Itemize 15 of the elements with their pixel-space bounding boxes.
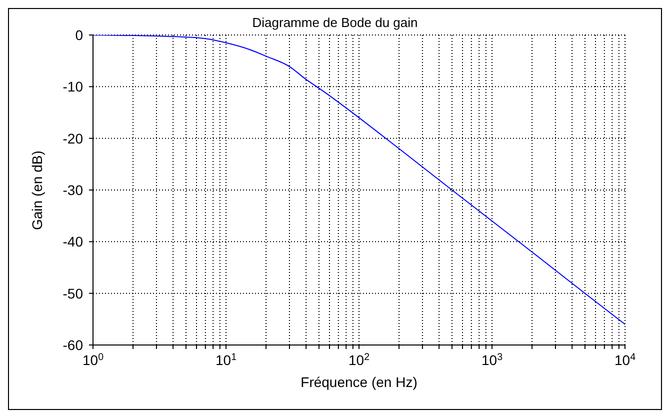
chart-title: Diagramme de Bode du gain: [252, 15, 418, 30]
y-tick-label: -20: [62, 130, 84, 146]
y-tick-label: -60: [62, 337, 84, 353]
y-tick-label: -10: [62, 78, 84, 95]
y-tick-label: -30: [62, 182, 84, 198]
x-tick-label: 10$^{2}$: [348, 352, 370, 368]
x-tick-label: 10$^{4}$: [614, 352, 636, 368]
y-tick-label: -40: [62, 234, 84, 250]
x-tick-label: 10$^{0}$: [82, 352, 104, 368]
y-tick-label: -50: [62, 285, 84, 302]
x-axis-title: Fréquence (en Hz): [300, 374, 418, 390]
x-tick-label: 10$^{1}$: [215, 352, 237, 368]
x-tick-label: 10$^{3}$: [481, 352, 504, 368]
y-tick-label: 0: [75, 27, 84, 43]
y-axis-title: Gain (en dB): [28, 150, 45, 230]
